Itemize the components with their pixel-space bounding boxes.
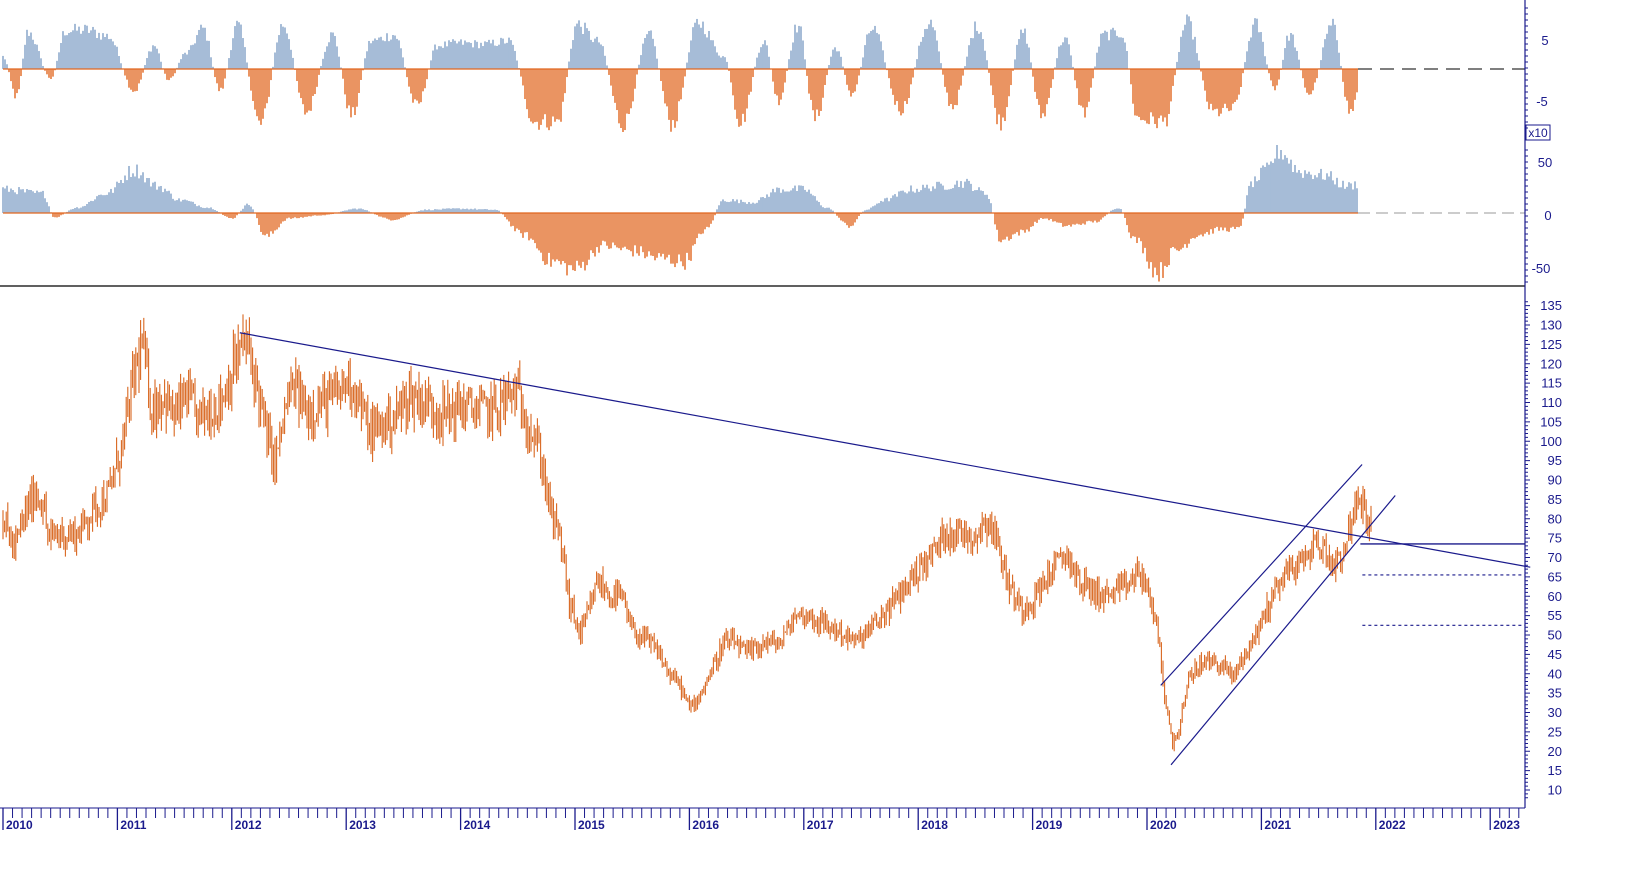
price-tick-label: 90 <box>1548 473 1562 488</box>
price-tick-label: 100 <box>1540 434 1562 449</box>
price-tick-label: 60 <box>1548 589 1562 604</box>
time-axis: 2010 2011 2012 2013 2014 2015 2016 2017 2018 2019… <box>0 807 1525 832</box>
price-tick-label: 55 <box>1548 608 1562 623</box>
price-panel <box>2 314 1531 766</box>
right-axis: 1015202530354045505560657075808590951001… <box>1524 0 1562 808</box>
price-tick-label: 95 <box>1548 453 1562 468</box>
year-label: 2013 <box>349 818 376 832</box>
price-tick-label: 135 <box>1540 298 1562 313</box>
year-label: 2014 <box>464 818 491 832</box>
price-tick-label: 25 <box>1548 724 1562 739</box>
price-tick-label: 125 <box>1540 337 1562 352</box>
price-tick-label: 65 <box>1548 569 1562 584</box>
year-label: 2018 <box>921 818 948 832</box>
oscillator-2-multiplier: x10 <box>1528 126 1548 140</box>
price-tick-label: 75 <box>1548 531 1562 546</box>
year-label: 2016 <box>692 818 719 832</box>
price-tick-label: 120 <box>1540 356 1562 371</box>
channel-upper-line <box>1160 464 1363 686</box>
year-label: 2010 <box>6 818 33 832</box>
oscillator-panel-2: x10 50 0 -50 <box>2 124 1552 282</box>
oscillator-2-bars <box>2 145 1358 282</box>
oscillator-panel-1: 5 -5 <box>2 14 1549 132</box>
year-label: 2012 <box>235 818 262 832</box>
downtrend-line <box>239 332 1531 568</box>
oscillator-1-bars <box>2 14 1358 132</box>
price-tick-label: 15 <box>1548 763 1562 778</box>
price-tick-label: 85 <box>1548 492 1562 507</box>
price-tick-label: 40 <box>1548 666 1562 681</box>
year-label: 2020 <box>1150 818 1177 832</box>
year-label: 2015 <box>578 818 605 832</box>
price-tick-label: 45 <box>1548 647 1562 662</box>
year-label: 2019 <box>1036 818 1063 832</box>
price-tick-label: 20 <box>1548 744 1562 759</box>
channel-lower-line <box>1170 495 1396 766</box>
price-tick-label: 10 <box>1548 783 1562 798</box>
price-tick-label: 70 <box>1548 550 1562 565</box>
price-tick-label: 105 <box>1540 414 1562 429</box>
price-tick-label: 35 <box>1548 686 1562 701</box>
price-bars <box>2 314 1372 752</box>
price-tick-label: 30 <box>1548 705 1562 720</box>
price-tick-label: 80 <box>1548 511 1562 526</box>
year-label: 2017 <box>807 818 834 832</box>
price-tick-label: 130 <box>1540 318 1562 333</box>
multiplier-box <box>1525 124 1551 141</box>
year-label: 2011 <box>120 818 146 832</box>
year-label: 2021 <box>1264 818 1291 832</box>
price-tick-label: 115 <box>1541 376 1562 391</box>
oscillator-2-tick-zero: 0 <box>1544 208 1551 223</box>
year-label: 2023 <box>1493 818 1520 832</box>
trendlines <box>239 332 1531 766</box>
oscillator-2-tick-low: -50 <box>1532 261 1551 276</box>
oscillator-2-tick-high: 50 <box>1538 155 1552 170</box>
oscillator-1-tick-high: 5 <box>1541 33 1548 48</box>
price-tick-label: 50 <box>1548 628 1562 643</box>
price-tick-label: 110 <box>1541 395 1562 410</box>
year-label: 2022 <box>1379 818 1406 832</box>
oscillator-1-tick-low: -5 <box>1536 94 1548 109</box>
